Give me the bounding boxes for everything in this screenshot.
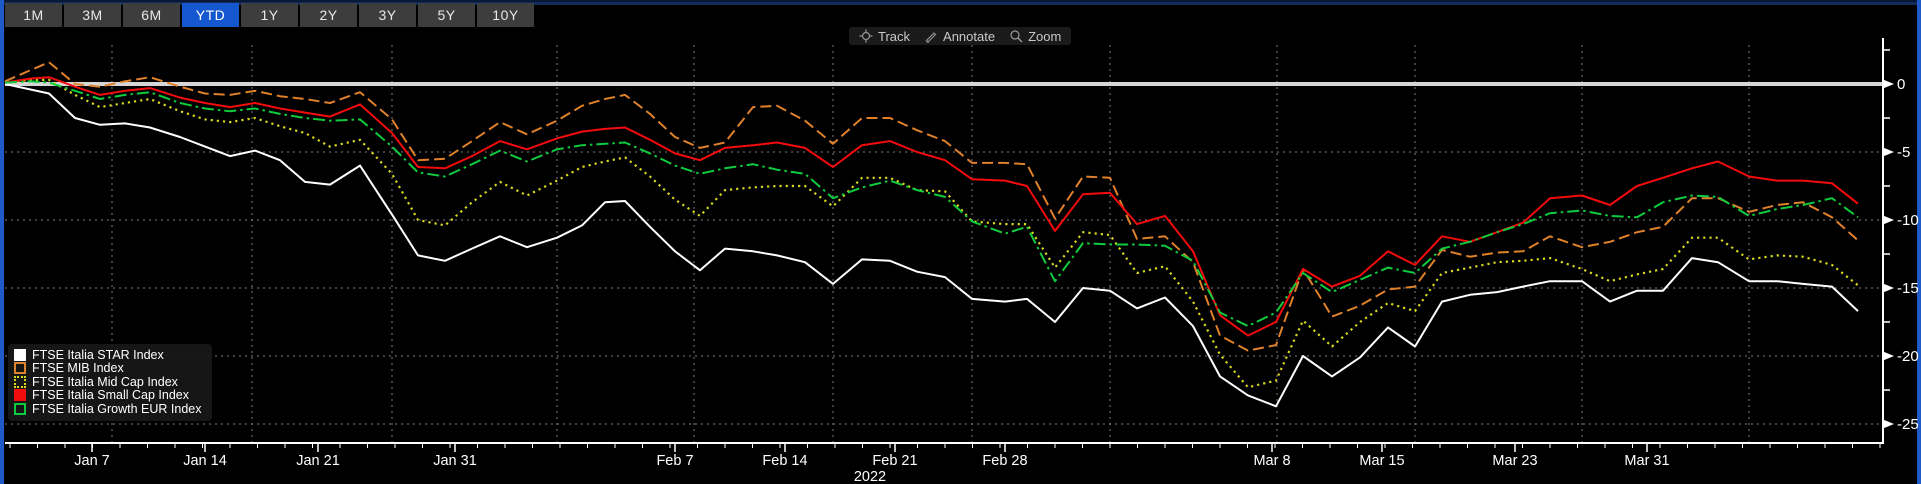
x-axis-label: Mar 8 xyxy=(1253,453,1290,469)
zoom-icon xyxy=(1009,29,1023,43)
annotate-tool-button[interactable]: Annotate xyxy=(924,29,995,44)
range-button-1y[interactable]: 1Y xyxy=(241,3,298,27)
y-axis-tick-arrow-icon xyxy=(1883,79,1894,89)
range-button-3m[interactable]: 3M xyxy=(64,3,121,27)
zoom-tool-button[interactable]: Zoom xyxy=(1009,29,1061,44)
window-border-right xyxy=(1917,0,1921,484)
legend-item[interactable]: FTSE Italia Mid Cap Index xyxy=(14,374,202,389)
range-button-5y[interactable]: 5Y xyxy=(418,3,475,27)
y-axis-label: -25 xyxy=(1897,416,1919,433)
y-axis-label: -10 xyxy=(1897,212,1919,229)
legend-swatch-icon xyxy=(14,362,26,374)
annotate-icon xyxy=(924,29,938,43)
range-button-3y[interactable]: 3Y xyxy=(359,3,416,27)
x-axis-year-label: 2022 xyxy=(854,469,886,484)
range-selector: 1M 3M 6M YTD 1Y 2Y 3Y 5Y 10Y xyxy=(5,3,534,27)
range-button-2y[interactable]: 2Y xyxy=(300,3,357,27)
y-axis-label: -20 xyxy=(1897,348,1919,365)
legend-swatch-icon xyxy=(14,402,26,415)
legend: FTSE Italia STAR Index FTSE MIB Index FTSE… xyxy=(8,344,212,421)
legend-series-name: FTSE Italia Small Cap Index xyxy=(32,388,190,402)
legend-swatch-icon xyxy=(14,375,26,388)
zoom-tool-label: Zoom xyxy=(1028,28,1062,44)
track-tool-label: Track xyxy=(878,28,911,44)
legend-series-name: FTSE MIB Index xyxy=(32,361,124,375)
x-axis-label: Mar 31 xyxy=(1624,453,1669,469)
annotate-tool-label: Annotate xyxy=(943,28,996,44)
x-axis-label: Feb 7 xyxy=(656,453,693,469)
x-axis-label: Jan 31 xyxy=(433,453,477,469)
legend-series-name: FTSE Italia Growth EUR Index xyxy=(32,401,202,416)
series-line xyxy=(4,83,1859,408)
legend-series-name: FTSE Italia STAR Index xyxy=(32,347,164,362)
x-axis-label: Mar 23 xyxy=(1492,453,1537,469)
legend-item[interactable]: FTSE Italia Small Cap Index xyxy=(14,388,202,402)
legend-swatch-icon xyxy=(14,348,26,361)
range-button-10y[interactable]: 10Y xyxy=(477,3,534,27)
x-axis-label: Jan 7 xyxy=(74,453,109,469)
legend-item[interactable]: FTSE MIB Index xyxy=(14,361,202,375)
window-border-left xyxy=(0,0,4,484)
chart-toolbar: Track Annotate Zoom xyxy=(849,27,1072,45)
y-axis-label: -15 xyxy=(1897,280,1919,297)
x-axis-label: Jan 14 xyxy=(183,453,227,469)
x-axis-label: Feb 14 xyxy=(762,453,807,469)
y-axis-label: -5 xyxy=(1897,144,1910,161)
y-axis-tick-arrow-icon xyxy=(1883,283,1894,293)
track-icon xyxy=(859,29,873,43)
x-axis-label: Jan 21 xyxy=(296,453,340,469)
range-button-1m[interactable]: 1M xyxy=(5,3,62,27)
series-line xyxy=(4,61,1859,352)
y-axis-tick-arrow-icon xyxy=(1883,215,1894,225)
x-axis-label: Feb 28 xyxy=(982,453,1027,469)
series-line xyxy=(4,76,1859,337)
window-border-bottom xyxy=(0,2,1921,5)
window-border-top xyxy=(0,0,1921,2)
legend-swatch-icon xyxy=(14,389,26,401)
y-axis-label: 0 xyxy=(1897,76,1905,93)
range-button-6m[interactable]: 6M xyxy=(123,3,180,27)
series-line xyxy=(4,80,1859,328)
legend-item[interactable]: FTSE Italia STAR Index xyxy=(14,347,202,362)
y-axis-tick-arrow-icon xyxy=(1883,147,1894,157)
x-axis-label: Feb 21 xyxy=(872,453,917,469)
x-axis-label: Mar 15 xyxy=(1359,453,1404,469)
range-button-ytd[interactable]: YTD xyxy=(182,3,239,27)
legend-series-name: FTSE Italia Mid Cap Index xyxy=(32,374,178,389)
series-line xyxy=(4,78,1859,389)
y-axis-tick-arrow-icon xyxy=(1883,419,1894,429)
legend-item[interactable]: FTSE Italia Growth EUR Index xyxy=(14,401,202,416)
track-tool-button[interactable]: Track xyxy=(859,29,910,44)
y-axis-tick-arrow-icon xyxy=(1883,351,1894,361)
